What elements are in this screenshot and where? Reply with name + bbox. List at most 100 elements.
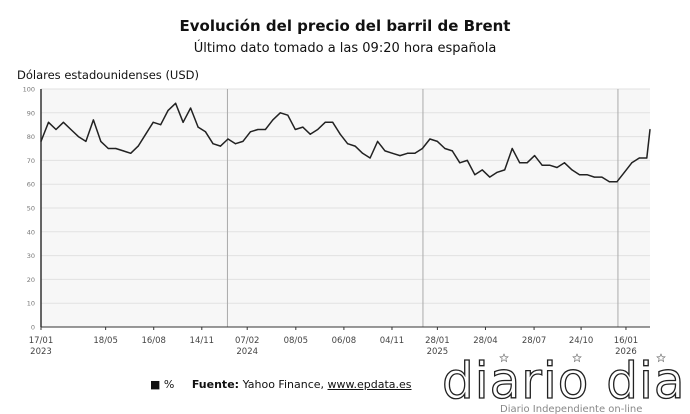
data-point [167,109,169,112]
data-point [189,107,192,109]
x-tick-label: 04/11 [380,336,405,346]
data-point [152,121,154,123]
y-tick-label: 20 [27,276,35,284]
data-point [616,181,618,183]
source-link[interactable]: www.epdata.es [327,378,412,391]
data-point [332,121,334,123]
data-point [451,150,453,152]
x-tick-label: 24/10 [569,336,594,346]
data-point [399,155,401,157]
data-point [182,121,184,123]
data-point [563,162,566,164]
data-point [376,140,379,142]
data-point [556,166,558,169]
data-point [249,131,252,133]
x-tick-year-label: 2026 [615,347,637,357]
data-point [623,171,625,173]
data-point [414,152,416,154]
data-point [115,147,117,150]
source-text: Yahoo Finance, [242,378,328,391]
data-point [257,128,259,131]
data-point [384,150,386,152]
x-tick-label: 16/01 [614,336,639,346]
y-tick-label: 90 [27,109,35,117]
data-point [62,121,65,123]
data-point [504,169,506,171]
logo-star-icon [656,353,666,363]
data-point [466,159,468,161]
data-point [519,162,521,164]
data-point [219,145,222,147]
y-tick-label: 80 [27,133,35,141]
data-point [489,176,491,178]
data-point [145,133,147,135]
data-point [317,128,319,131]
data-point [204,131,207,133]
diario-dia-logo: diario dia Diario Independiente on-line [441,352,685,414]
data-point [272,119,274,121]
data-point [631,162,633,164]
data-point [309,133,311,135]
data-point [347,143,349,145]
data-point [160,124,162,126]
data-point [534,155,536,157]
data-point [294,128,296,131]
x-tick-year-label: 2024 [236,347,258,357]
data-point [548,164,551,166]
data-point [227,138,229,140]
x-tick-label: 07/02 [235,336,260,346]
data-point [279,112,281,114]
data-point [324,121,326,123]
data-point [459,162,461,164]
legend-label: % [163,378,175,391]
data-point [100,140,102,142]
legend-marker: ■ [150,378,161,391]
y-tick-label: 0 [31,324,35,332]
y-tick-label: 100 [23,86,35,94]
data-point [474,174,476,176]
x-tick-label: 28/04 [473,336,498,346]
data-point [646,157,648,159]
y-axis-label: Dólares estadounidenses (USD) [17,68,199,82]
data-point [444,147,446,150]
data-point [85,140,87,142]
logo-tagline: Diario Independiente on-line [500,404,642,414]
legend-and-source: ■ % Fuente: Yahoo Finance, www.epdata.es [150,378,412,391]
data-point [421,147,424,150]
data-point [47,121,50,123]
data-point [55,128,57,131]
x-tick-label: 16/08 [141,336,166,346]
data-point [264,128,266,131]
data-point [526,162,528,164]
data-point [541,164,543,166]
data-point [369,157,371,159]
data-point [234,143,237,145]
data-point [593,176,596,178]
source-label: Fuente: [191,378,240,391]
data-point [496,171,498,173]
data-point [429,138,431,140]
y-tick-label: 70 [27,157,35,165]
data-point [130,152,132,154]
data-point [361,152,364,154]
x-tick-year-label: 2025 [427,347,449,357]
data-point [107,147,109,150]
y-tick-label: 60 [27,181,35,189]
logo-wordmark: diario dia [442,352,685,410]
data-point [70,128,72,131]
x-tick-label: 08/05 [284,336,309,346]
data-point [649,128,651,131]
data-point [354,145,356,147]
data-point [436,140,438,142]
data-point [511,147,513,150]
data-point [391,152,394,154]
y-tick-label: 40 [27,228,35,236]
y-tick-label: 50 [27,205,35,213]
data-point [302,126,304,128]
data-point [578,174,581,176]
data-point [586,174,588,176]
x-tick-label: 28/01 [425,336,450,346]
data-point [601,176,603,178]
x-tick-year-label: 2023 [30,347,52,357]
